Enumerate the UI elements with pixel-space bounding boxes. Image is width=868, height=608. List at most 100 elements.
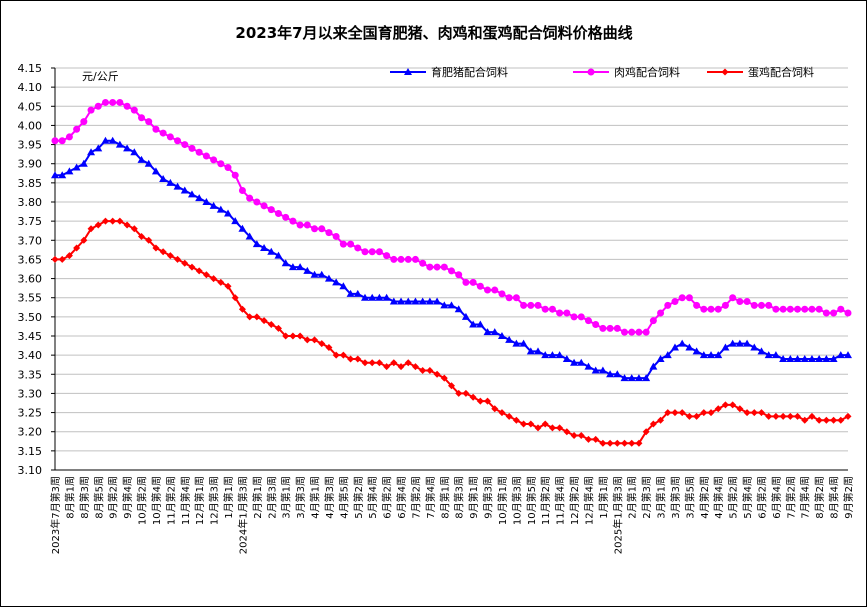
data-point <box>844 351 852 359</box>
data-point <box>794 305 802 313</box>
data-point <box>238 187 246 195</box>
x-tick-label: 2月第3周 <box>265 476 278 519</box>
x-tick-label: 8月第4周 <box>828 476 841 519</box>
data-point <box>79 159 88 167</box>
y-axis-label: 元/公斤 <box>82 70 119 83</box>
x-tick-label: 8月第2周 <box>813 476 826 519</box>
data-point <box>195 267 203 275</box>
data-point <box>173 182 182 190</box>
data-point <box>115 140 124 148</box>
data-point <box>844 309 852 317</box>
data-point <box>527 420 535 428</box>
x-tick-label: 9月第2周 <box>107 476 120 519</box>
data-point <box>577 358 586 366</box>
data-point <box>469 393 477 401</box>
y-tick-label: 3.45 <box>18 330 43 343</box>
data-point <box>512 416 520 424</box>
x-tick-label: 2023年7月第3周 <box>49 476 62 554</box>
data-point <box>419 366 427 374</box>
data-point <box>548 305 556 313</box>
x-tick-label: 7月第4周 <box>424 476 437 519</box>
data-point <box>656 354 665 362</box>
data-point <box>404 297 413 305</box>
data-point <box>448 267 455 275</box>
data-point <box>642 428 650 436</box>
data-point <box>195 194 204 202</box>
data-point <box>671 409 679 417</box>
data-point <box>505 412 513 420</box>
data-point <box>454 305 463 313</box>
data-point <box>815 416 823 424</box>
data-point <box>303 266 312 274</box>
data-point <box>404 359 412 367</box>
data-point <box>375 359 383 367</box>
data-point <box>556 309 564 317</box>
x-tick-label: 3月第3周 <box>669 476 682 519</box>
x-tick-label: 5月第2周 <box>352 476 365 519</box>
data-point <box>296 221 304 229</box>
data-point <box>786 412 794 420</box>
data-point <box>174 137 182 145</box>
data-point <box>274 209 282 217</box>
legend-label: 蛋鸡配合饲料 <box>748 65 814 79</box>
data-point <box>469 320 478 328</box>
data-point <box>260 202 268 210</box>
data-point <box>296 332 304 340</box>
y-tick-label: 3.85 <box>18 177 43 190</box>
data-point <box>58 137 66 145</box>
data-point <box>657 309 665 317</box>
data-point <box>830 416 838 424</box>
y-tick-label: 3.40 <box>18 349 43 362</box>
x-tick-label: 2月第1周 <box>251 476 264 519</box>
data-point <box>649 362 658 370</box>
data-point <box>390 359 398 367</box>
data-point <box>144 159 153 167</box>
data-point <box>332 278 341 286</box>
data-point <box>245 232 254 240</box>
data-point <box>461 312 470 320</box>
data-point <box>815 354 824 362</box>
data-point <box>354 355 362 363</box>
data-point <box>663 351 672 359</box>
x-tick-label: 2月第3周 <box>640 476 653 519</box>
data-point <box>130 106 138 114</box>
data-point <box>202 198 211 205</box>
data-point <box>527 301 535 309</box>
data-point <box>801 416 809 424</box>
data-point <box>433 370 441 378</box>
data-point <box>455 271 463 279</box>
data-point <box>498 409 506 417</box>
x-tick-label: 8月第1周 <box>438 476 451 519</box>
data-point <box>210 275 218 283</box>
data-point <box>685 412 693 420</box>
data-point <box>51 255 59 263</box>
y-tick-label: 3.70 <box>18 234 43 247</box>
data-point <box>469 278 477 286</box>
data-point <box>426 263 434 271</box>
data-point <box>419 259 427 267</box>
data-point <box>181 141 189 149</box>
data-point <box>555 351 564 359</box>
data-point <box>303 221 311 229</box>
data-point <box>728 339 737 347</box>
data-point <box>628 439 636 447</box>
data-point <box>72 163 81 171</box>
data-point <box>433 297 442 305</box>
data-point <box>671 298 679 306</box>
data-point <box>707 409 715 417</box>
data-point <box>743 409 751 417</box>
data-point <box>584 317 592 325</box>
data-point <box>397 363 405 371</box>
data-point <box>534 424 542 432</box>
data-point <box>476 320 485 328</box>
data-point <box>729 401 737 409</box>
x-tick-label: 2024年1月第3周 <box>236 476 249 554</box>
data-point <box>570 432 578 440</box>
data-point <box>58 171 67 179</box>
data-point <box>411 297 420 305</box>
data-point <box>202 271 210 279</box>
data-point <box>830 309 838 317</box>
data-point <box>678 339 687 347</box>
x-tick-label: 8月第3周 <box>453 476 466 519</box>
data-point <box>224 164 232 172</box>
